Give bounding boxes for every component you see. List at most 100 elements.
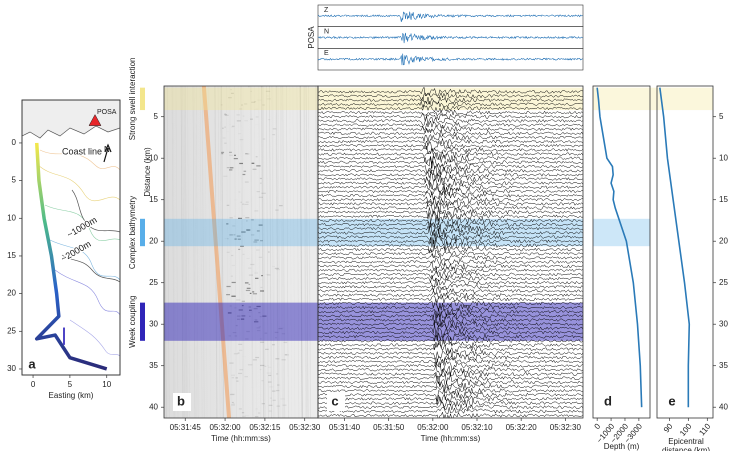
profile-line xyxy=(659,87,691,408)
energy xyxy=(258,196,263,198)
contour xyxy=(44,204,120,241)
energy xyxy=(225,86,228,87)
contour-2000 xyxy=(61,254,120,283)
x-tick-label: 5 xyxy=(68,380,73,389)
energy xyxy=(250,234,255,236)
texture xyxy=(299,86,303,418)
waveform xyxy=(318,389,583,402)
energy xyxy=(252,168,257,170)
band-marker xyxy=(140,87,145,111)
station-waveform xyxy=(317,11,583,22)
texture xyxy=(182,86,186,418)
energy xyxy=(248,267,252,269)
waveform xyxy=(318,356,583,368)
energy xyxy=(247,129,250,130)
energy xyxy=(233,234,236,236)
y-tick-label: 30 xyxy=(7,364,16,373)
waveform xyxy=(318,253,583,262)
waveform xyxy=(318,327,583,338)
energy xyxy=(251,387,254,388)
texture xyxy=(258,86,262,418)
waveform xyxy=(318,103,583,113)
x-tick-label: 0 xyxy=(31,380,36,389)
band xyxy=(593,218,650,247)
waveform xyxy=(318,239,583,254)
waveform xyxy=(318,397,583,409)
panel-letter-box xyxy=(600,393,618,411)
energy xyxy=(248,274,254,276)
y-tick-label: 10 xyxy=(719,153,728,162)
energy xyxy=(242,253,245,255)
energy xyxy=(280,398,285,400)
energy xyxy=(259,364,265,367)
texture xyxy=(184,86,188,418)
y-tick-label: 15 xyxy=(719,195,728,204)
energy xyxy=(245,289,251,292)
energy xyxy=(254,410,257,411)
energy xyxy=(253,241,258,243)
waveform xyxy=(318,190,583,201)
texture xyxy=(240,86,243,418)
energy xyxy=(269,397,272,399)
texture xyxy=(219,86,223,418)
energy xyxy=(258,224,263,226)
panel-letter: e xyxy=(668,393,675,408)
energy xyxy=(229,169,233,171)
energy xyxy=(251,264,254,265)
energy xyxy=(254,415,259,418)
annotation: N xyxy=(104,145,110,154)
waveform xyxy=(318,339,583,350)
energy xyxy=(241,300,245,302)
energy xyxy=(250,263,255,266)
texture xyxy=(261,86,265,418)
energy xyxy=(259,368,262,371)
energy xyxy=(251,219,254,221)
energy xyxy=(270,363,274,364)
x-tick-label: 0 xyxy=(593,421,603,431)
waveform xyxy=(318,206,583,220)
waveform xyxy=(318,99,583,109)
waveform xyxy=(318,385,583,396)
energy xyxy=(276,405,281,407)
waveform xyxy=(318,302,583,312)
energy xyxy=(274,267,280,270)
energy xyxy=(258,256,263,258)
energy xyxy=(247,407,251,408)
energy xyxy=(226,294,231,296)
x-axis-label: Depth (m) xyxy=(604,442,640,451)
x-tick-label: 10 xyxy=(102,380,111,389)
energy xyxy=(233,157,238,160)
waveform xyxy=(318,406,583,415)
panel-letter: a xyxy=(28,356,36,371)
energy xyxy=(267,251,270,253)
station-waveform xyxy=(317,53,583,66)
waveform xyxy=(318,307,583,319)
waveform xyxy=(318,186,583,197)
energy xyxy=(230,393,235,396)
waveform xyxy=(318,171,583,186)
contour-1000 xyxy=(71,189,120,233)
waveform xyxy=(318,372,583,384)
energy xyxy=(229,217,233,219)
energy xyxy=(267,381,272,383)
energy xyxy=(234,403,236,404)
waveform xyxy=(318,220,583,230)
energy xyxy=(256,249,260,251)
energy xyxy=(265,348,269,350)
texture xyxy=(276,86,280,418)
energy xyxy=(262,138,266,140)
y-tick-label: 25 xyxy=(719,278,728,287)
waveform xyxy=(318,265,583,275)
energy xyxy=(266,98,271,100)
y-tick-label: 10 xyxy=(7,213,16,222)
energy xyxy=(276,384,280,386)
energy xyxy=(231,125,235,127)
y-tick-label: 35 xyxy=(719,361,728,370)
energy xyxy=(253,101,257,103)
texture xyxy=(266,86,269,418)
texture xyxy=(300,86,303,418)
band-marker xyxy=(140,302,145,341)
waveform xyxy=(318,274,583,284)
energy xyxy=(242,173,246,176)
energy xyxy=(224,113,228,116)
